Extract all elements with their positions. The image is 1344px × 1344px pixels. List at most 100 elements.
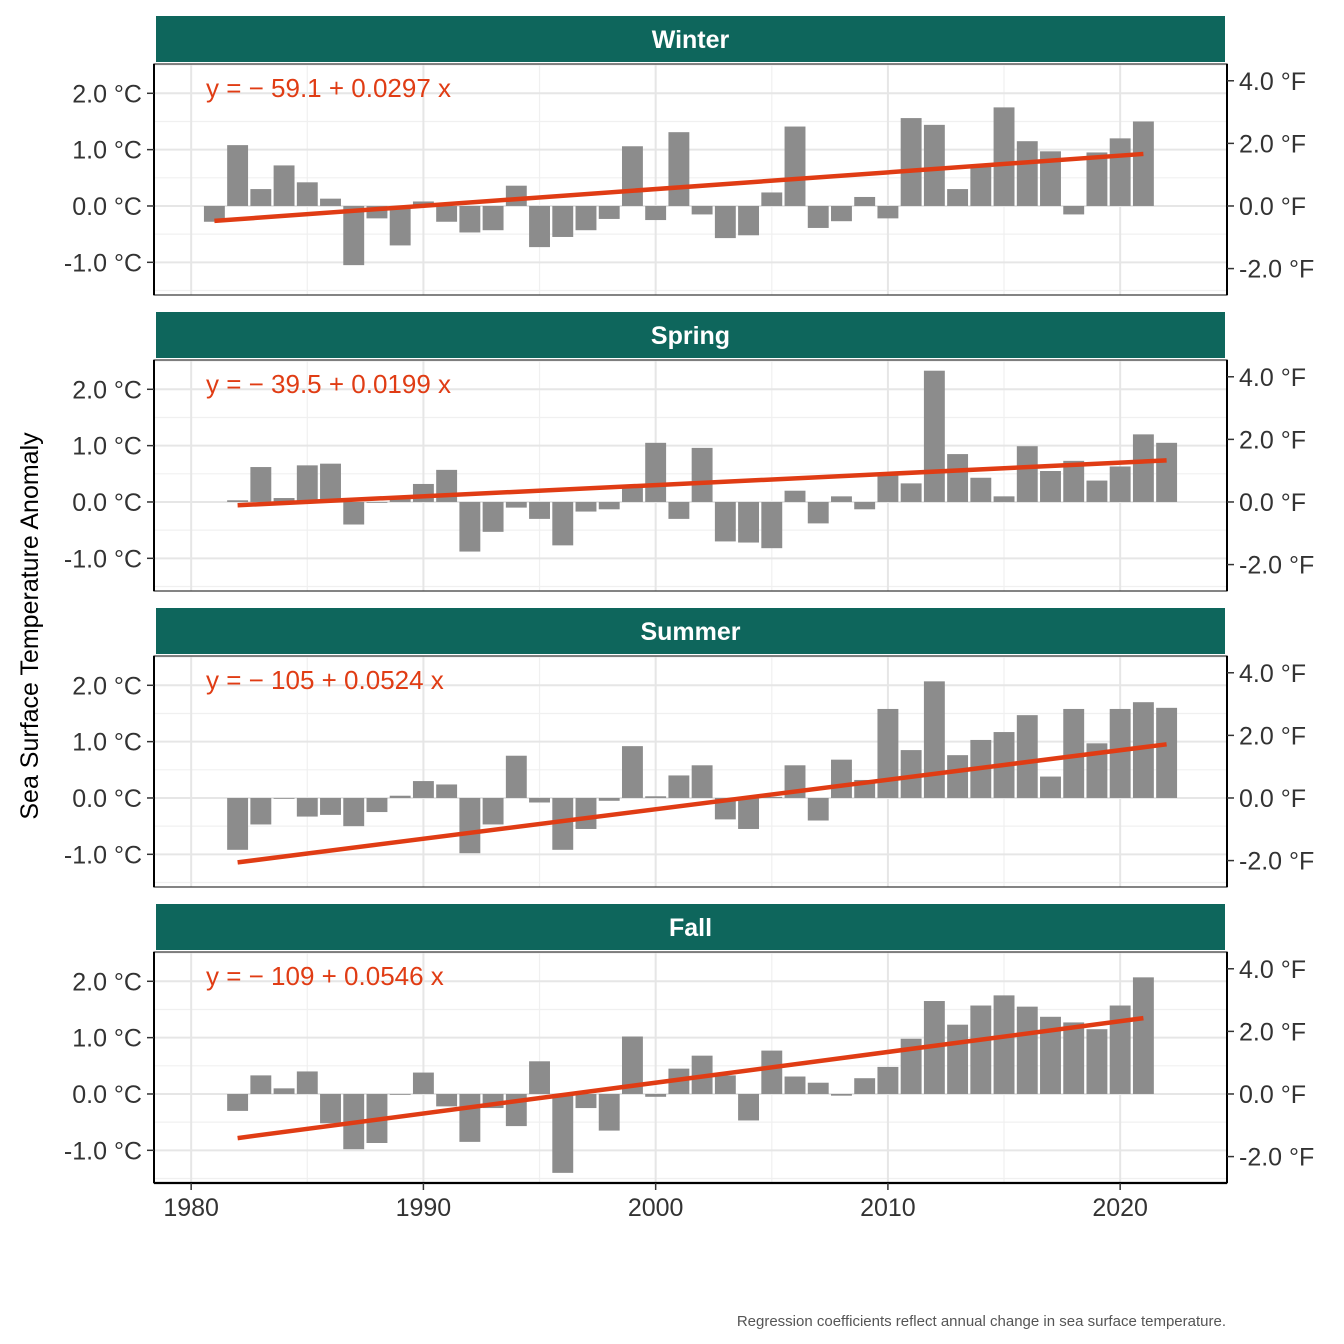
bar [227,1093,249,1111]
facet-panel-fall: Fall y = − 109 + 0.0546 x -1.0 °C 0.0 °C 1.0… [64,904,1314,1184]
bar [459,1093,481,1142]
bar [575,1093,597,1109]
facet-panel-spring: Spring y = − 39.5 + 0.0199 x -1.0 °C 0.0 °C… [64,312,1314,592]
bar [482,501,504,532]
bar [807,797,829,821]
bar [203,205,225,222]
y-tick-label-fahrenheit: -2.0 °F [1239,848,1314,876]
x-tick-label: 2020 [1092,1194,1148,1222]
bar [529,797,550,803]
bar [598,501,620,510]
bar [250,797,272,825]
y-tick-label-fahrenheit: 0.0 °F [1239,785,1306,813]
y-tick-label-fahrenheit: 2.0 °F [1239,130,1306,158]
bar [784,1076,806,1094]
bar [273,165,295,206]
regression-equation: y = − 39.5 + 0.0199 x [206,369,451,399]
bar [529,1061,550,1094]
bar [1086,152,1108,206]
bar [714,501,736,542]
bar [831,205,852,222]
bar [668,501,690,519]
y-tick-label-fahrenheit: 0.0 °F [1239,1081,1306,1109]
bar [761,501,783,549]
bar [738,1093,760,1121]
bar [714,797,736,820]
bar [784,490,806,502]
bar [250,1075,272,1094]
x-tick-label: 2010 [860,1194,916,1222]
y-tick-label-celsius: 2.0 °C [72,80,142,108]
bar [645,442,667,502]
bar [1063,1022,1085,1094]
bar [923,370,945,502]
bar [761,1050,783,1094]
bar [947,454,969,502]
bar [761,796,783,798]
facet-strip [156,608,1225,654]
bar [645,1093,667,1097]
facet-strip-label: Fall [669,914,712,942]
bar [273,797,295,799]
bar [691,765,713,798]
y-tick-label-celsius: -1.0 °C [64,841,142,869]
bar [552,205,574,237]
bar [714,1075,736,1094]
facet-panels: Winter y = − 59.1 + 0.0297 x -1.0 °C 0.0 °C… [64,16,1314,1184]
bar [1063,205,1085,215]
bar [877,708,899,798]
bar [738,205,760,236]
bar [1016,141,1038,206]
y-tick-label-fahrenheit: -2.0 °F [1239,552,1314,580]
bar [668,132,690,206]
bar [831,496,852,502]
bar [807,205,829,228]
bar [1040,776,1061,798]
bar [1086,480,1108,502]
bar [227,145,249,206]
y-tick-label-fahrenheit: 0.0 °F [1239,489,1306,517]
bar [343,501,365,525]
bar [1086,743,1108,798]
y-tick-label-fahrenheit: 2.0 °F [1239,426,1306,454]
y-tick-label-celsius: 0.0 °C [72,193,142,221]
y-tick-label-celsius: 0.0 °C [72,785,142,813]
bar [296,797,318,817]
bar [1016,446,1038,502]
chart-caption: Regression coefficients reflect annual c… [737,1313,1226,1330]
bar [947,1024,969,1094]
y-tick-label-fahrenheit: -2.0 °F [1239,1144,1314,1172]
bar [598,1093,620,1131]
regression-equation: y = − 109 + 0.0546 x [206,961,444,991]
bar [598,797,620,801]
x-tick-label: 1980 [163,1194,219,1222]
facet-panel-summer: Summer y = − 105 + 0.0524 x -1.0 °C 0.0 °C 1… [64,608,1314,888]
bar [1063,708,1085,798]
bar [436,205,458,222]
bar [807,1082,829,1094]
bar [970,1005,992,1094]
bar [854,1078,876,1094]
bar [1040,151,1061,206]
y-tick-label-fahrenheit: 0.0 °F [1239,193,1306,221]
bar [575,797,597,829]
bar [482,205,504,231]
facet-strip [156,904,1225,950]
bar [1016,1006,1038,1094]
bar [714,205,736,239]
bar [343,797,365,827]
x-axis: 1980 1990 2000 2010 2020 [154,1181,1227,1222]
bar [993,995,1015,1094]
bar [993,496,1015,502]
y-tick-label-fahrenheit: 2.0 °F [1239,722,1306,750]
facet-panel-winter: Winter y = − 59.1 + 0.0297 x -1.0 °C 0.0 °C… [64,16,1314,296]
bar [482,797,504,825]
bar [970,477,992,502]
bar [389,1093,411,1095]
bar [552,797,574,850]
trend-line [237,1015,1144,1141]
bar [273,1088,295,1094]
bar [877,1066,899,1094]
regression-equation: y = − 105 + 0.0524 x [206,665,444,695]
